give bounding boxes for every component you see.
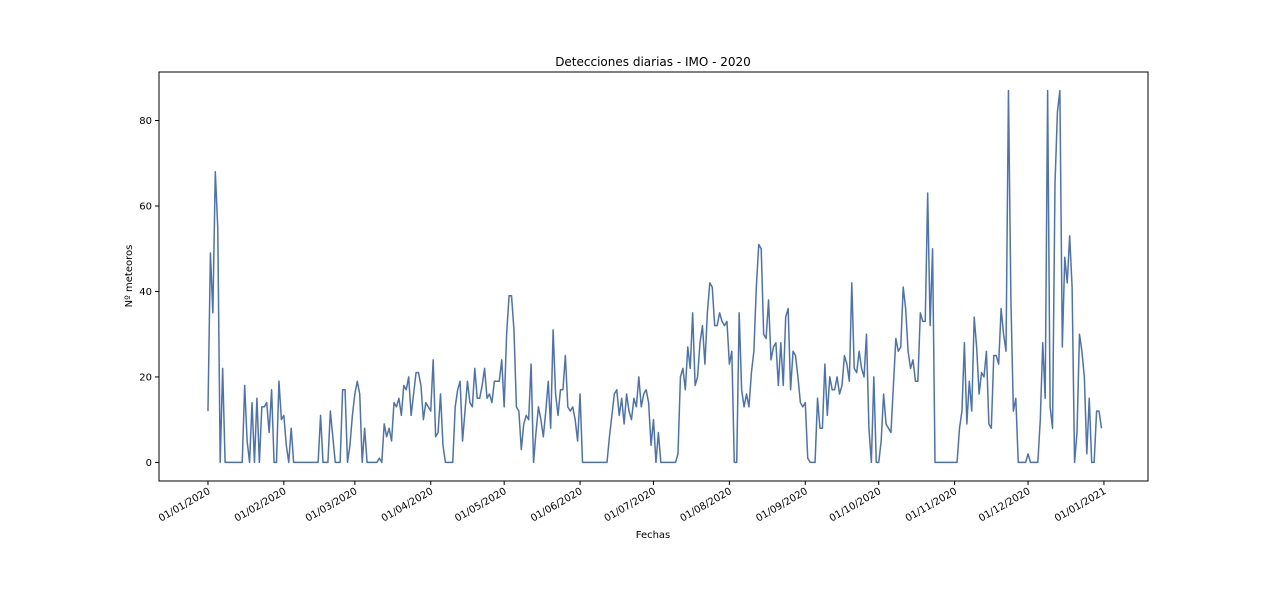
x-axis-label: Fechas [636,530,671,541]
y-tick-label: 80 [139,116,152,127]
chart-title: Detecciones diarias - IMO - 2020 [555,55,751,69]
y-axis: 0 20 40 60 80 [139,116,159,469]
y-axis-label: Nº meteoros [124,245,135,308]
y-tick-label: 0 [146,458,152,469]
y-tick-label: 40 [139,287,152,298]
y-tick-label: 60 [139,201,152,212]
series-line [207,89,1103,464]
y-tick-label: 20 [139,372,152,383]
